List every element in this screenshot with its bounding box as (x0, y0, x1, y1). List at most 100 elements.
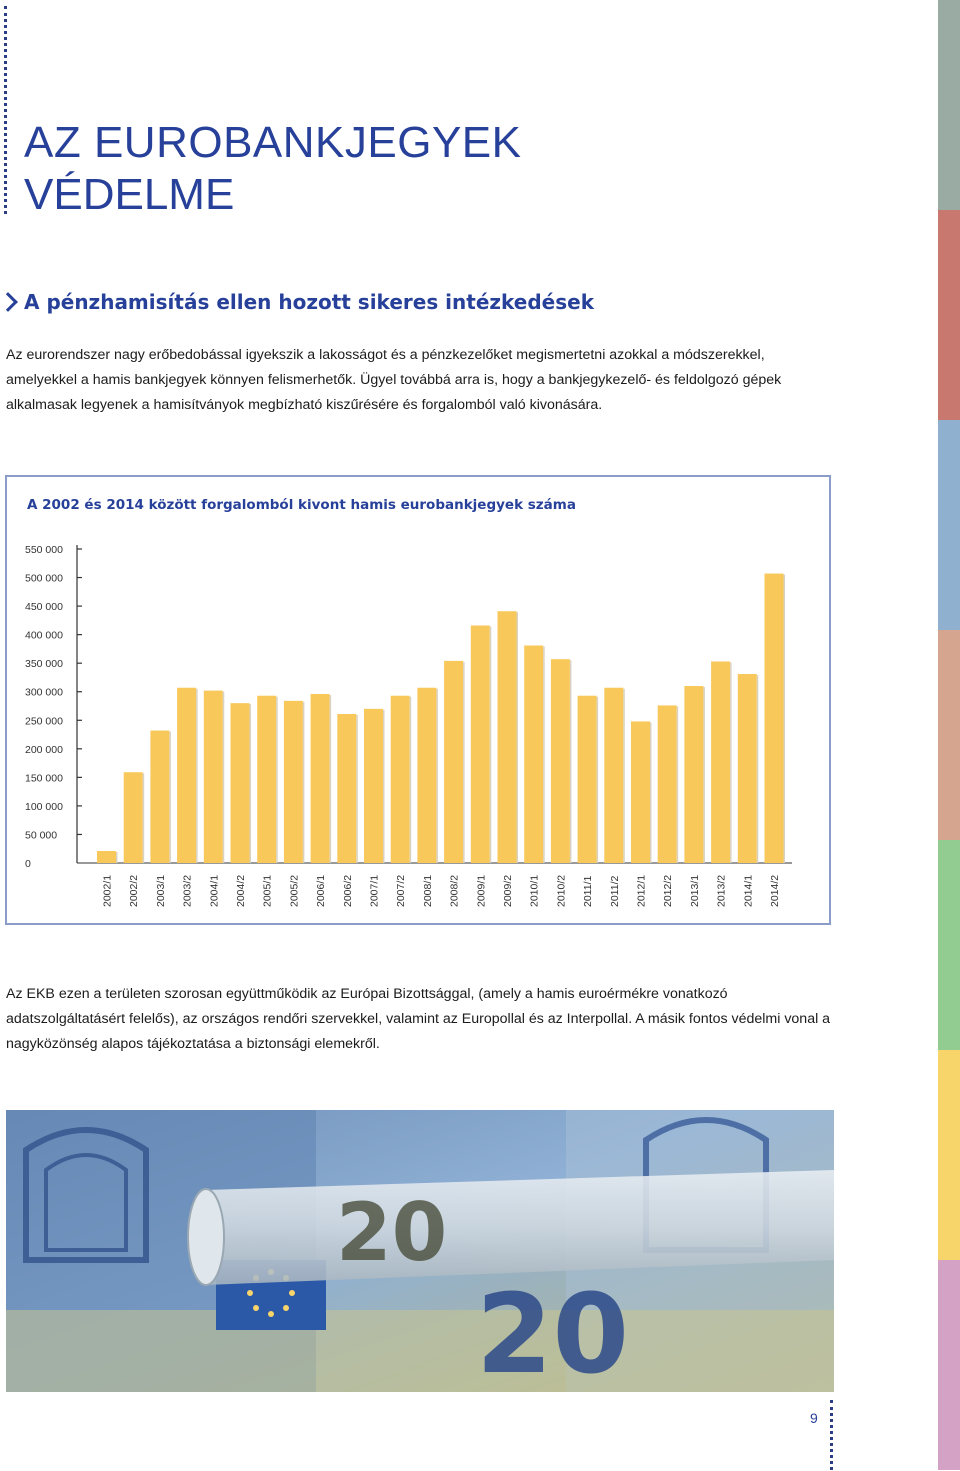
chart-bar-shadow (623, 688, 625, 863)
strip-segment (938, 630, 960, 840)
chart-bar (737, 674, 757, 863)
chart-bar-shadow (676, 706, 679, 863)
chart-bar-shadow (783, 574, 785, 863)
x-tick-label: 2005/2 (288, 875, 300, 907)
page-number: 9 (810, 1410, 818, 1426)
chart-bar-shadow (516, 612, 518, 863)
x-tick-label: 2013/1 (689, 875, 701, 907)
x-tick-label: 2003/2 (182, 875, 194, 907)
chart-bar (337, 713, 357, 863)
chart-bar (283, 700, 303, 863)
chart-bar (257, 695, 277, 863)
y-tick-label: 250 000 (25, 715, 63, 727)
svg-text:20: 20 (336, 1186, 447, 1279)
y-tick-label: 200 000 (25, 744, 63, 756)
chart-bar-shadow (436, 688, 438, 863)
strip-segment (938, 840, 960, 1050)
section-heading-text: A pénzhamisítás ellen hozott sikeres int… (24, 290, 595, 314)
page-title-line1: AZ EUROBANKJEGYEK (24, 118, 522, 167)
x-tick-label: 2010/1 (529, 875, 541, 907)
chart-bar (230, 703, 250, 863)
chart-bar (497, 611, 517, 863)
chart-bar-shadow (169, 731, 171, 863)
y-tick-label: 300 000 (25, 687, 63, 699)
strip-segment (938, 1260, 960, 1470)
strip-segment (938, 420, 960, 630)
x-tick-label: 2004/1 (208, 875, 220, 907)
chart-bar (310, 694, 330, 863)
chart-bar (97, 851, 116, 863)
x-tick-label: 2011/2 (609, 876, 621, 907)
chart-bar-shadow (569, 660, 572, 863)
y-tick-label: 450 000 (25, 601, 63, 613)
chart-bar (684, 686, 704, 863)
x-tick-label: 2014/1 (742, 875, 754, 907)
chart-bar (604, 687, 624, 863)
strip-segment (938, 1050, 960, 1260)
x-tick-label: 2003/1 (155, 875, 167, 907)
chart-bar-shadow (302, 701, 305, 863)
x-tick-label: 2008/2 (449, 875, 461, 907)
x-tick-label: 2012/2 (662, 875, 674, 907)
chart-bar-shadow (116, 852, 118, 863)
x-tick-label: 2009/2 (502, 875, 514, 907)
x-tick-label: 2006/2 (342, 875, 354, 907)
chart-bar-shadow (329, 695, 332, 863)
chart-bar (524, 645, 544, 863)
chart-bar (711, 661, 731, 863)
x-tick-label: 2013/2 (716, 875, 728, 907)
y-tick-label: 150 000 (25, 772, 63, 784)
y-tick-label: 350 000 (25, 658, 63, 670)
chart-bar-shadow (756, 675, 759, 863)
chart-bar (203, 690, 223, 863)
y-tick-label: 100 000 (25, 801, 63, 813)
chart-panel: A 2002 és 2014 között forgalomból kivont… (5, 475, 831, 925)
chart-bar (550, 659, 570, 863)
y-tick-label: 550 000 (25, 544, 63, 556)
chart-bar (444, 660, 464, 863)
x-tick-label: 2008/1 (422, 875, 434, 907)
page-title-line2: VÉDELME (24, 170, 235, 219)
x-tick-label: 2007/2 (395, 875, 407, 907)
chart-bar-shadow (196, 688, 198, 863)
chart-bar (123, 772, 143, 863)
chart-bar-shadow (650, 722, 652, 863)
x-tick-label: 2007/1 (369, 875, 381, 907)
x-tick-label: 2010/2 (555, 875, 567, 907)
strip-segment (938, 0, 960, 210)
strip-segment (938, 210, 960, 420)
svg-text:20: 20 (476, 1270, 629, 1392)
chart-bar-shadow (730, 662, 732, 863)
chart-bar (177, 687, 197, 863)
chart-bar-shadow (463, 661, 465, 863)
chart-bar (657, 705, 677, 863)
x-tick-label: 2012/1 (636, 875, 648, 907)
y-tick-label: 0 (25, 858, 31, 870)
banknote-photo: 20 20 (6, 1110, 834, 1392)
x-tick-label: 2006/1 (315, 875, 327, 907)
chart-title: A 2002 és 2014 között forgalomból kivont… (27, 497, 576, 513)
chart-bar-shadow (356, 714, 358, 863)
section-heading: A pénzhamisítás ellen hozott sikeres int… (0, 290, 595, 314)
x-tick-label: 2004/2 (235, 875, 247, 907)
color-side-strip (938, 0, 960, 1471)
chart-bar-shadow (222, 691, 225, 863)
y-tick-label: 400 000 (25, 630, 63, 642)
x-tick-label: 2014/2 (769, 875, 781, 907)
chart-bar-shadow (543, 646, 545, 863)
chart-bar-shadow (703, 687, 705, 863)
chart-bar-shadow (489, 626, 492, 863)
chart-bar-shadow (276, 696, 278, 863)
chart-bar-shadow (142, 773, 145, 863)
chart-bar-shadow (596, 696, 599, 863)
chart-bar (470, 625, 490, 863)
chart-bar (631, 721, 650, 863)
chart-bar-shadow (409, 696, 412, 863)
decorative-dotted-line (830, 1400, 835, 1470)
decorative-dotted-line (4, 6, 9, 214)
y-tick-label: 50 000 (25, 829, 57, 841)
chart-bar (364, 708, 383, 863)
chart-bar (417, 687, 437, 863)
body-paragraph: Az EKB ezen a területen szorosan együttm… (6, 986, 831, 1052)
x-tick-label: 2002/1 (102, 875, 114, 907)
